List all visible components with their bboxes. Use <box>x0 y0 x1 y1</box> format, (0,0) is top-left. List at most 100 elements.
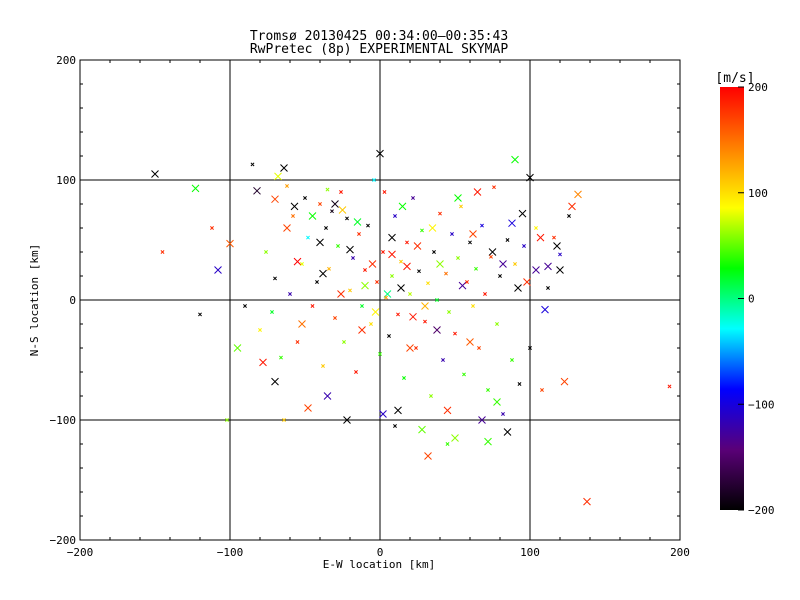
data-point <box>225 418 229 422</box>
data-point <box>484 437 492 446</box>
y-axis-label: N-S location [km] <box>28 244 41 357</box>
data-point <box>226 239 234 248</box>
data-point <box>488 248 497 256</box>
data-point <box>480 223 484 228</box>
data-point <box>295 340 300 344</box>
data-point <box>541 305 549 314</box>
data-point <box>536 233 545 242</box>
data-point <box>358 326 366 334</box>
data-point <box>498 274 502 278</box>
data-point <box>423 319 427 324</box>
data-point <box>447 310 451 314</box>
data-point <box>544 262 552 271</box>
data-point <box>567 214 571 218</box>
data-point <box>396 312 400 317</box>
data-point <box>280 164 288 172</box>
data-point <box>560 377 569 386</box>
data-point <box>368 260 377 268</box>
data-point <box>465 280 469 284</box>
y-tick-label: 100 <box>56 174 76 187</box>
data-point <box>290 202 299 211</box>
data-point <box>429 394 433 398</box>
data-point <box>558 252 562 257</box>
data-point <box>398 202 407 211</box>
data-point <box>372 178 376 182</box>
data-point <box>514 284 522 292</box>
y-tick-label: −100 <box>50 414 77 427</box>
colorbar-tick-label: −100 <box>748 398 775 411</box>
data-point <box>381 250 385 254</box>
y-tick-label: 200 <box>56 54 76 67</box>
data-point <box>351 256 355 260</box>
data-point <box>441 358 445 362</box>
data-point <box>443 406 452 415</box>
data-point <box>436 260 444 268</box>
data-point <box>394 406 402 415</box>
y-axis-tick-labels: −200 −100 0 100 200 <box>50 54 77 547</box>
data-point <box>369 322 373 326</box>
data-point <box>510 358 514 362</box>
data-point <box>493 398 501 406</box>
data-point <box>214 266 222 274</box>
data-point <box>473 188 482 196</box>
data-point <box>388 233 396 242</box>
data-point <box>306 235 310 240</box>
data-point <box>151 170 159 178</box>
x-tick-label: 100 <box>520 546 540 559</box>
data-point <box>522 244 526 248</box>
data-point <box>517 382 522 386</box>
y-tick-label: 0 <box>69 294 76 307</box>
data-point <box>393 424 397 428</box>
chart-subtitle: RwPretec (8p) EXPERIMENTAL SKYMAP <box>250 42 508 57</box>
data-point <box>444 271 448 276</box>
data-point <box>191 184 200 193</box>
data-point <box>303 196 307 200</box>
data-point <box>450 232 454 236</box>
data-point <box>324 226 328 230</box>
colorbar-unit-label: [m/s] <box>715 71 754 86</box>
grid-lines <box>80 60 680 540</box>
data-point <box>338 206 347 214</box>
data-point <box>420 228 424 233</box>
data-point <box>523 278 531 286</box>
data-point <box>327 266 331 271</box>
data-point <box>250 162 255 167</box>
data-point <box>393 214 397 218</box>
data-point <box>426 281 430 286</box>
data-point <box>337 290 345 298</box>
data-point <box>428 224 437 232</box>
data-point <box>274 172 282 181</box>
data-point <box>360 304 364 308</box>
data-point <box>293 257 302 266</box>
data-point <box>424 452 432 460</box>
data-point <box>438 211 442 216</box>
data-point <box>453 331 457 336</box>
data-point <box>198 312 202 317</box>
data-point <box>323 392 332 400</box>
x-axis-tick-labels: −200 −100 0 100 200 <box>67 546 690 559</box>
data-point <box>325 187 330 192</box>
data-point <box>258 328 262 332</box>
data-point <box>366 223 370 228</box>
colorbar-tick-label: −200 <box>748 504 775 517</box>
data-point <box>353 218 362 226</box>
data-point <box>361 281 369 290</box>
data-point <box>403 262 411 271</box>
data-point <box>382 190 387 194</box>
data-point <box>283 224 291 232</box>
data-point <box>379 410 387 418</box>
data-point <box>511 155 519 164</box>
data-point <box>411 196 415 200</box>
data-point <box>210 226 214 230</box>
data-point <box>417 269 421 274</box>
data-point <box>243 304 247 308</box>
data-point <box>346 245 354 254</box>
colorbar-tick-label: 200 <box>748 81 768 94</box>
data-point <box>405 240 409 245</box>
data-point <box>468 240 472 245</box>
data-point <box>388 250 396 259</box>
data-point <box>253 186 261 195</box>
data-point <box>336 244 340 248</box>
data-point <box>331 200 339 208</box>
